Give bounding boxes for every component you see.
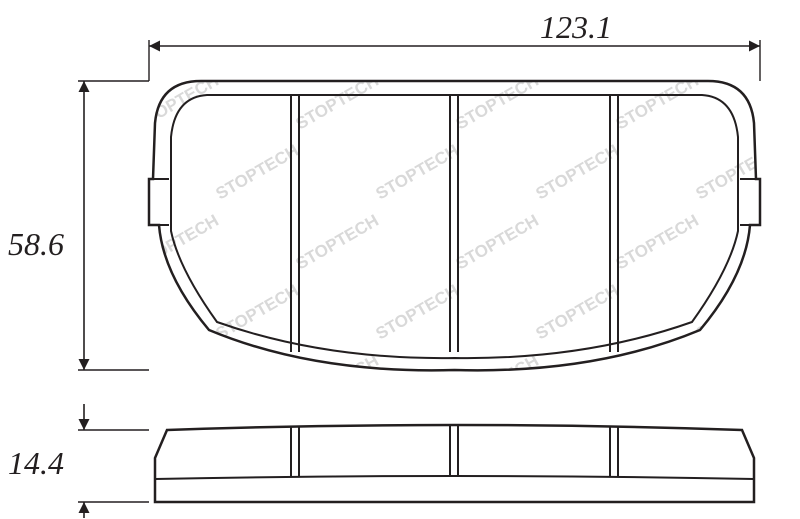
- svg-text:STOPTECH: STOPTECH: [293, 211, 382, 274]
- svg-text:STOPTECH: STOPTECH: [613, 351, 702, 414]
- dimension-arrowhead: [79, 419, 90, 430]
- dimension-arrowhead: [149, 41, 160, 52]
- svg-text:STOPTECH: STOPTECH: [373, 1, 462, 64]
- svg-text:STOPTECH: STOPTECH: [613, 211, 702, 274]
- svg-text:STOPTECH: STOPTECH: [373, 281, 462, 344]
- dimension-width-label: 123.1: [540, 9, 612, 45]
- svg-text:STOPTECH: STOPTECH: [53, 141, 142, 204]
- watermark-layer: STOPTECH STOPTECH STOPTECH STOPTECH STOPTECH…: [0, 0, 800, 483]
- svg-text:STOPTECH: STOPTECH: [0, 71, 62, 134]
- dimension-height-label: 58.6: [8, 226, 64, 262]
- pad-side-outline: [155, 425, 754, 502]
- svg-text:STOPTECH: STOPTECH: [773, 71, 800, 134]
- dimension-arrowhead: [79, 81, 90, 92]
- svg-text:STOPTECH: STOPTECH: [453, 351, 542, 414]
- svg-text:STOPTECH: STOPTECH: [213, 141, 302, 204]
- dimension-arrowhead: [79, 359, 90, 370]
- svg-text:STOPTECH: STOPTECH: [373, 141, 462, 204]
- svg-text:STOPTECH: STOPTECH: [693, 1, 782, 64]
- svg-text:STOPTECH: STOPTECH: [773, 211, 800, 274]
- svg-text:STOPTECH: STOPTECH: [533, 281, 622, 344]
- dimension-arrowhead: [749, 41, 760, 52]
- svg-text:STOPTECH: STOPTECH: [0, 351, 62, 414]
- svg-text:STOPTECH: STOPTECH: [773, 351, 800, 414]
- svg-text:STOPTECH: STOPTECH: [693, 281, 782, 344]
- svg-text:STOPTECH: STOPTECH: [53, 281, 142, 344]
- svg-text:STOPTECH: STOPTECH: [293, 351, 382, 414]
- svg-text:STOPTECH: STOPTECH: [453, 211, 542, 274]
- svg-text:STOPTECH: STOPTECH: [213, 1, 302, 64]
- svg-text:STOPTECH: STOPTECH: [133, 211, 222, 274]
- dimension-thickness-label: 14.4: [8, 445, 64, 481]
- svg-text:STOPTECH: STOPTECH: [133, 351, 222, 414]
- svg-text:STOPTECH: STOPTECH: [533, 141, 622, 204]
- svg-text:STOPTECH: STOPTECH: [53, 1, 142, 64]
- dimension-arrowhead: [79, 502, 90, 513]
